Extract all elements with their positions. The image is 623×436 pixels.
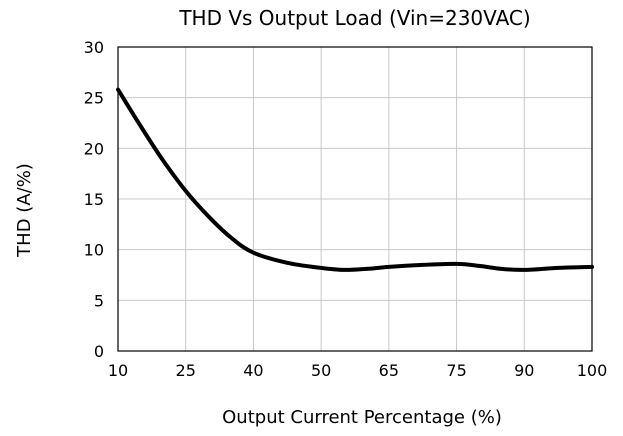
x-tick-label: 65 (379, 361, 399, 380)
thd-series-line (116, 87, 594, 272)
x-tick-label: 25 (176, 361, 196, 380)
x-tick-label: 10 (108, 361, 128, 380)
y-tick-label: 0 (94, 342, 104, 361)
y-tick-label: 25 (84, 89, 104, 108)
y-axis-label: THD (A/%) (14, 163, 35, 258)
y-axis-ticks: 0 5 10 15 20 25 30 (84, 38, 104, 361)
y-tick-label: 30 (84, 38, 104, 57)
chart-title: THD Vs Output Load (Vin=230VAC) (178, 6, 530, 30)
x-tick-label: 50 (311, 361, 331, 380)
grid (118, 47, 592, 351)
y-tick-label: 20 (84, 139, 104, 158)
x-tick-label: 100 (577, 361, 608, 380)
plot-frame (117, 46, 593, 352)
y-tick-label: 15 (84, 190, 104, 209)
y-tick-label: 10 (84, 241, 104, 260)
x-tick-label: 40 (243, 361, 263, 380)
x-tick-label: 75 (446, 361, 466, 380)
x-tick-label: 90 (514, 361, 534, 380)
x-axis-ticks: 10 25 40 50 65 75 90 100 (108, 361, 607, 380)
y-tick-label: 5 (94, 291, 104, 310)
x-axis-label: Output Current Percentage (%) (222, 407, 502, 428)
